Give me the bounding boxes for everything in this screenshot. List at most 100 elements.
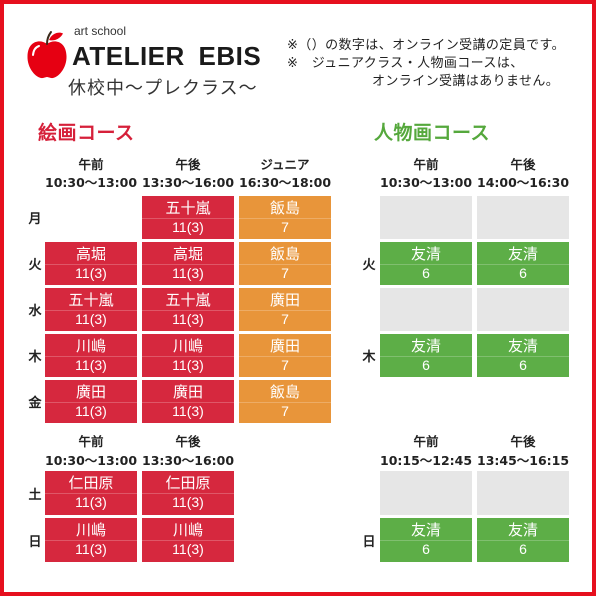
empty-slot (380, 196, 472, 239)
teacher-name: 友清 (410, 336, 441, 355)
class-slot: 飯島 7 (239, 242, 331, 285)
capacity-count: 7 (281, 402, 289, 419)
teacher-name: 川嶋 (75, 521, 106, 539)
day-label: 火 (362, 258, 376, 273)
column-period-label: 午後 (175, 434, 201, 449)
class-slot: 廣田 11(3) (45, 380, 137, 423)
teacher-name: 廣田 (269, 290, 300, 309)
capacity-count: 6 (422, 264, 430, 281)
capacity-count: 11(3) (75, 356, 107, 373)
teacher-name: 友清 (507, 521, 538, 539)
capacity-count: 11(3) (75, 264, 107, 281)
day-label: 日 (28, 534, 42, 550)
teacher-name: 友清 (507, 336, 538, 355)
column-time-label: 13:30〜16:00 (142, 175, 235, 190)
empty-slot (477, 471, 569, 515)
capacity-count: 11(3) (75, 310, 107, 327)
capacity-count: 6 (422, 356, 430, 373)
class-slot: 友清 6 (477, 518, 569, 562)
note-online-capacity: ※（）の数字は、オンライン受講の定員です。 (287, 38, 565, 53)
capacity-count: 6 (519, 264, 527, 281)
teacher-name: 仁田原 (165, 474, 211, 492)
capacity-count: 6 (519, 356, 527, 373)
brand-name: ATELIER EBIS (72, 41, 262, 71)
teacher-name: 五十嵐 (165, 198, 211, 217)
day-label: 木 (28, 350, 42, 365)
class-slot: 仁田原 11(3) (142, 471, 234, 515)
teacher-name: 川嶋 (172, 336, 203, 355)
brand-tagline: art school (74, 24, 127, 38)
capacity-count: 6 (422, 541, 430, 557)
capacity-count: 6 (519, 541, 527, 557)
teacher-name: 飯島 (269, 244, 300, 263)
capacity-count: 11(3) (75, 402, 107, 419)
column-period-label: 午前 (413, 157, 439, 172)
note-no-online-1: ※ ジュニアクラス・人物画コースは、 (287, 56, 524, 71)
column-time-label: 13:45〜16:15 (477, 453, 570, 468)
teacher-name: 五十嵐 (165, 290, 211, 309)
column-time-label: 10:30〜13:00 (380, 175, 473, 190)
teacher-name: 仁田原 (68, 474, 114, 492)
class-slot: 五十嵐 11(3) (142, 288, 234, 331)
capacity-count: 11(3) (75, 494, 107, 510)
teacher-name: 友清 (507, 244, 538, 263)
capacity-count: 7 (281, 310, 289, 327)
class-slot: 廣田 7 (239, 334, 331, 377)
column-period-label: 午後 (510, 157, 536, 172)
teacher-name: 友清 (410, 244, 441, 263)
class-slot: 友清 6 (477, 334, 569, 377)
column-period-label: 午前 (78, 157, 104, 172)
teacher-name: 友清 (410, 521, 441, 539)
capacity-count: 11(3) (172, 402, 204, 419)
capacity-count: 7 (281, 264, 289, 281)
capacity-count: 11(3) (172, 356, 204, 373)
class-slot: 五十嵐 11(3) (45, 288, 137, 331)
capacity-count: 11(3) (75, 541, 107, 557)
capacity-count: 11(3) (172, 218, 204, 235)
teacher-name: 廣田 (172, 382, 203, 401)
empty-slot (477, 196, 569, 239)
class-slot: 高堀 11(3) (142, 242, 234, 285)
column-time-label: 13:30〜16:00 (142, 453, 235, 468)
class-slot: 川嶋 11(3) (142, 334, 234, 377)
column-period-label: ジュニア (260, 157, 310, 172)
class-slot: 友清 6 (380, 242, 472, 285)
teacher-name: 廣田 (269, 336, 300, 355)
class-slot: 友清 6 (380, 518, 472, 562)
class-slot: 廣田 11(3) (142, 380, 234, 423)
teacher-name: 川嶋 (172, 521, 203, 539)
capacity-count: 11(3) (172, 264, 204, 281)
column-time-label: 10:30〜13:00 (45, 453, 138, 468)
class-slot: 友清 6 (477, 242, 569, 285)
column-period-label: 午後 (175, 157, 201, 172)
column-time-label: 14:00〜16:30 (477, 175, 570, 190)
column-period-label: 午後 (510, 434, 536, 449)
teacher-name: 飯島 (269, 198, 300, 217)
teacher-name: 飯島 (269, 382, 300, 401)
capacity-count: 11(3) (172, 310, 204, 327)
capacity-count: 11(3) (172, 494, 204, 510)
empty-slot (477, 288, 569, 331)
note-no-online-2: オンライン受講はありません。 (372, 74, 560, 89)
column-time-label: 10:30〜13:00 (45, 175, 138, 190)
capacity-count: 7 (281, 218, 289, 235)
class-slot: 川嶋 11(3) (142, 518, 234, 562)
teacher-name: 川嶋 (75, 336, 106, 355)
capacity-count: 11(3) (172, 541, 204, 557)
day-label: 日 (362, 534, 376, 550)
day-label: 月 (28, 212, 42, 227)
class-slot: 飯島 7 (239, 196, 331, 239)
capacity-count: 7 (281, 356, 289, 373)
day-label: 金 (28, 396, 42, 411)
painting-course-title: 絵画コース (38, 122, 135, 144)
class-slot: 川嶋 11(3) (45, 518, 137, 562)
day-label: 土 (28, 487, 42, 503)
figure-course-title: 人物画コース (374, 122, 491, 144)
column-time-label: 10:15〜12:45 (380, 453, 473, 468)
teacher-name: 廣田 (75, 382, 106, 401)
empty-slot (380, 471, 472, 515)
day-label: 火 (28, 258, 42, 273)
class-slot: 川嶋 11(3) (45, 334, 137, 377)
column-time-label: 16:30〜18:00 (239, 175, 332, 190)
column-period-label: 午前 (78, 434, 104, 449)
